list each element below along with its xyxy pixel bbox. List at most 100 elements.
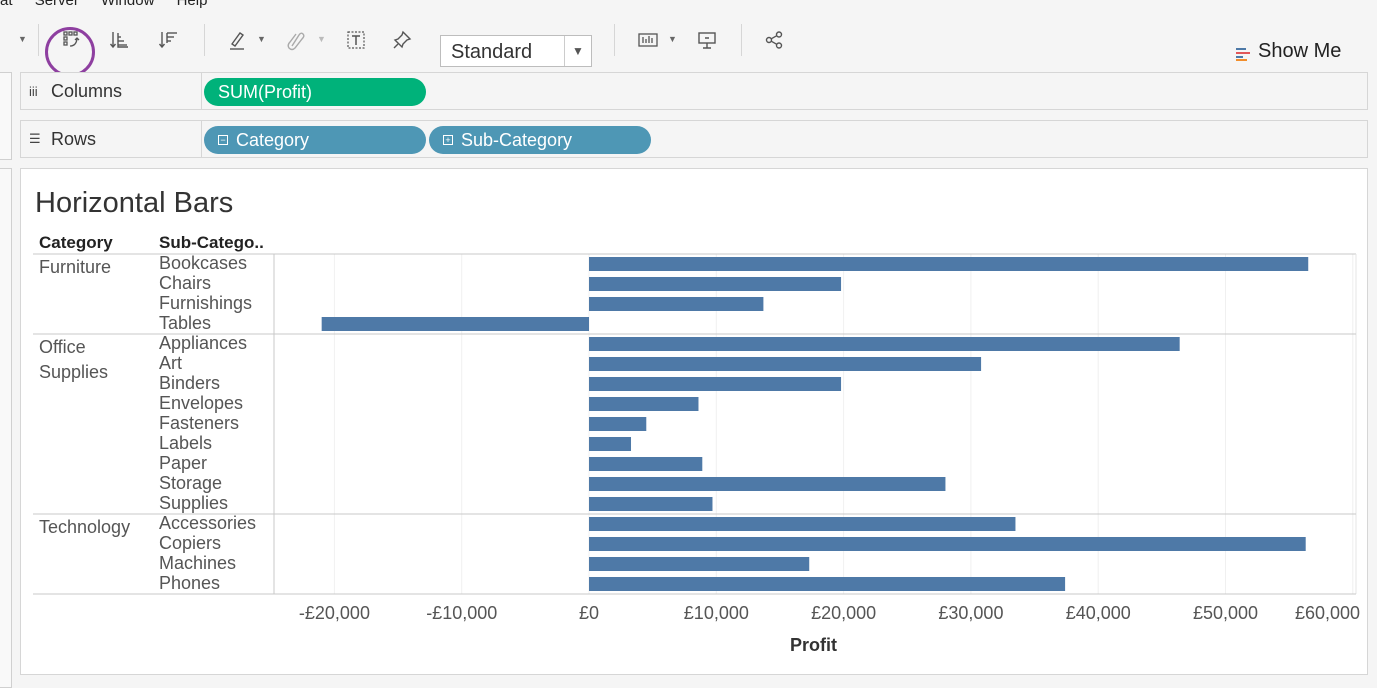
columns-label-text: Columns	[51, 80, 123, 101]
subcategory-label[interactable]: Supplies	[159, 493, 229, 513]
left-panel-edge[interactable]	[0, 168, 12, 688]
x-tick-label: £0	[579, 603, 600, 623]
menu-bar: at Server Window Help	[0, 0, 225, 9]
highlight-icon[interactable]	[225, 28, 249, 52]
subcategory-label[interactable]: Bookcases	[159, 253, 248, 273]
toolbar-divider	[38, 24, 39, 56]
pill-category[interactable]: − Category	[204, 126, 426, 154]
show-me-label: Show Me	[1258, 39, 1342, 62]
columns-icon: iii	[29, 83, 38, 99]
rows-label-text: Rows	[51, 128, 97, 149]
bar-storage[interactable]	[589, 477, 946, 491]
columns-shelf[interactable]: iii Columns SUM(Profit)	[20, 72, 1368, 110]
expand-icon[interactable]: +	[443, 135, 453, 145]
viz-title: Horizontal Bars	[35, 187, 234, 219]
toolbar: ▼ ▼ ▼ Standard ▼ ▼ Show	[0, 10, 1377, 77]
menu-item-server[interactable]: Server	[34, 0, 79, 9]
x-tick-label: £20,000	[811, 603, 877, 623]
subcategory-label[interactable]: Envelopes	[159, 393, 244, 413]
x-tick-label: £10,000	[683, 603, 749, 623]
subcategory-label[interactable]: Labels	[159, 433, 213, 453]
category-label[interactable]: Furniture	[39, 257, 112, 277]
subcategory-label[interactable]: Paper	[159, 453, 208, 473]
menu-item-analysis[interactable]: at	[0, 0, 13, 9]
fit-dropdown-value: Standard	[451, 41, 533, 63]
subcategory-label[interactable]: Fasteners	[159, 413, 240, 433]
show-mark-labels-icon[interactable]	[344, 28, 368, 52]
header-subcategory[interactable]: Sub-Catego..	[159, 233, 264, 252]
share-icon[interactable]	[762, 28, 786, 52]
rows-icon: ☰	[29, 131, 41, 146]
pill-label: Sub-Category	[461, 129, 573, 150]
pill-label: Category	[236, 129, 310, 150]
x-tick-label: £30,000	[938, 603, 1004, 623]
bar-binders[interactable]	[589, 377, 842, 391]
show-me-icon	[1236, 44, 1250, 61]
x-tick-label: £60,000	[1295, 603, 1361, 623]
fit-dropdown[interactable]: Standard ▼	[440, 35, 592, 67]
left-panel-edge[interactable]	[0, 72, 12, 160]
bar-chart[interactable]	[21, 169, 1367, 674]
pill-label: SUM(Profit)	[218, 81, 312, 102]
highlight-circle-annotation	[45, 27, 95, 77]
x-tick-label: £50,000	[1193, 603, 1259, 623]
bar-supplies[interactable]	[589, 497, 713, 511]
menu-item-help[interactable]: Help	[176, 0, 208, 9]
rows-shelf-label: ☰ Rows	[21, 121, 202, 157]
pin-axes-icon[interactable]	[390, 28, 414, 52]
bar-copiers[interactable]	[589, 537, 1306, 551]
chevron-down-icon[interactable]: ▼	[317, 34, 326, 44]
x-axis-title: Profit	[790, 635, 837, 655]
presentation-mode-icon[interactable]	[695, 28, 719, 52]
subcategory-label[interactable]: Art	[159, 353, 183, 373]
x-tick-label: -£20,000	[298, 603, 370, 623]
category-label[interactable]: Technology	[39, 517, 131, 537]
bar-furnishings[interactable]	[589, 297, 764, 311]
group-members-icon[interactable]	[283, 28, 307, 52]
subcategory-label[interactable]: Furnishings	[159, 293, 253, 313]
show-cards-icon[interactable]	[636, 28, 660, 52]
chevron-down-icon[interactable]: ▼	[564, 36, 591, 66]
category-label[interactable]: Office Supplies	[39, 337, 109, 382]
toolbar-divider	[204, 24, 205, 56]
subcategory-label[interactable]: Phones	[159, 573, 221, 593]
sort-descending-icon[interactable]	[157, 28, 181, 52]
menu-item-window[interactable]: Window	[101, 0, 155, 9]
bar-chairs[interactable]	[589, 277, 842, 291]
chevron-down-icon[interactable]: ▼	[18, 34, 27, 44]
bar-phones[interactable]	[589, 577, 1066, 591]
bar-fasteners[interactable]	[589, 417, 647, 431]
bar-accessories[interactable]	[589, 517, 1016, 531]
bar-paper[interactable]	[589, 457, 703, 471]
subcategory-label[interactable]: Appliances	[159, 333, 248, 353]
chevron-down-icon[interactable]: ▼	[668, 34, 677, 44]
subcategory-label[interactable]: Chairs	[159, 273, 212, 293]
bar-machines[interactable]	[589, 557, 810, 571]
subcategory-label[interactable]: Storage	[159, 473, 223, 493]
x-tick-label: £40,000	[1065, 603, 1131, 623]
bar-bookcases[interactable]	[589, 257, 1309, 271]
sort-ascending-icon[interactable]	[108, 28, 132, 52]
chevron-down-icon[interactable]: ▼	[257, 34, 266, 44]
viz-canvas[interactable]: Horizontal Bars Category Sub-Catego.. Fu…	[20, 168, 1368, 675]
subcategory-label[interactable]: Accessories	[159, 513, 257, 533]
subcategory-label[interactable]: Machines	[159, 553, 237, 573]
subcategory-label[interactable]: Tables	[159, 313, 212, 333]
pill-sum-profit[interactable]: SUM(Profit)	[204, 78, 426, 106]
bar-appliances[interactable]	[589, 337, 1180, 351]
x-tick-label: -£10,000	[426, 603, 498, 623]
show-me-button[interactable]: Show Me	[1236, 39, 1341, 63]
bar-envelopes[interactable]	[589, 397, 699, 411]
rows-shelf[interactable]: ☰ Rows − Category + Sub-Category	[20, 120, 1368, 158]
left-panel-strip	[0, 72, 12, 688]
columns-shelf-label: iii Columns	[21, 73, 202, 109]
toolbar-divider	[614, 24, 615, 56]
bar-art[interactable]	[589, 357, 982, 371]
collapse-icon[interactable]: −	[218, 135, 228, 145]
bar-labels[interactable]	[589, 437, 632, 451]
bar-tables[interactable]	[321, 317, 589, 331]
pill-sub-category[interactable]: + Sub-Category	[429, 126, 651, 154]
subcategory-label[interactable]: Binders	[159, 373, 221, 393]
subcategory-label[interactable]: Copiers	[159, 533, 222, 553]
header-category[interactable]: Category	[39, 233, 113, 252]
